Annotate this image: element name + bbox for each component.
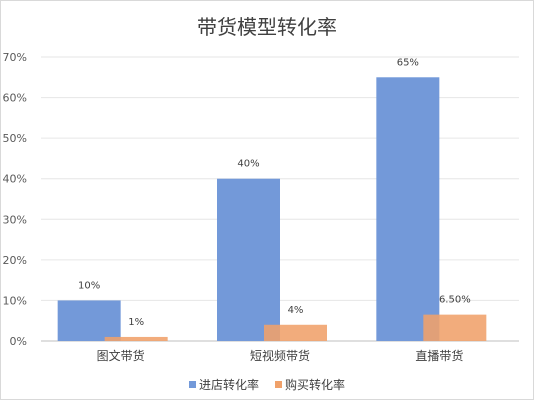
- legend: 进店转化率 购买转化率: [1, 376, 533, 393]
- bar-purchase: [423, 314, 487, 341]
- y-tick-label: 20%: [3, 254, 27, 267]
- y-tick-label: 70%: [3, 51, 27, 64]
- bar-visit: [217, 178, 280, 341]
- legend-item-visit: 进店转化率: [188, 376, 259, 393]
- legend-swatch-visit: [188, 381, 196, 388]
- data-label: 4%: [288, 305, 304, 316]
- legend-item-purchase: 购买转化率: [275, 376, 345, 393]
- y-tick-label: 50%: [3, 132, 27, 145]
- category-label: 直播带货: [415, 348, 463, 363]
- bar-visit: [57, 300, 121, 341]
- bar-purchase: [104, 336, 168, 341]
- y-tick-label: 40%: [3, 173, 27, 186]
- legend-label-visit: 进店转化率: [198, 378, 259, 392]
- category-label: 短视频带货: [250, 348, 310, 363]
- legend-swatch-purchase: [275, 381, 282, 388]
- bar-visit: [376, 77, 440, 342]
- data-label: 40%: [237, 159, 259, 170]
- bar-purchase: [264, 324, 327, 341]
- y-tick-label: 30%: [3, 213, 27, 226]
- data-label: 6.50%: [439, 295, 471, 306]
- chart-title: 带货模型转化率: [197, 15, 337, 39]
- data-label: 1%: [128, 317, 144, 328]
- y-tick-label: 60%: [3, 92, 27, 105]
- y-tick-label: 0%: [10, 335, 27, 348]
- category-label: 图文带货: [97, 348, 145, 363]
- y-tick-label: 10%: [3, 294, 27, 307]
- data-label: 10%: [78, 280, 100, 291]
- data-label: 65%: [397, 57, 419, 68]
- legend-label-purchase: 购买转化率: [285, 378, 346, 392]
